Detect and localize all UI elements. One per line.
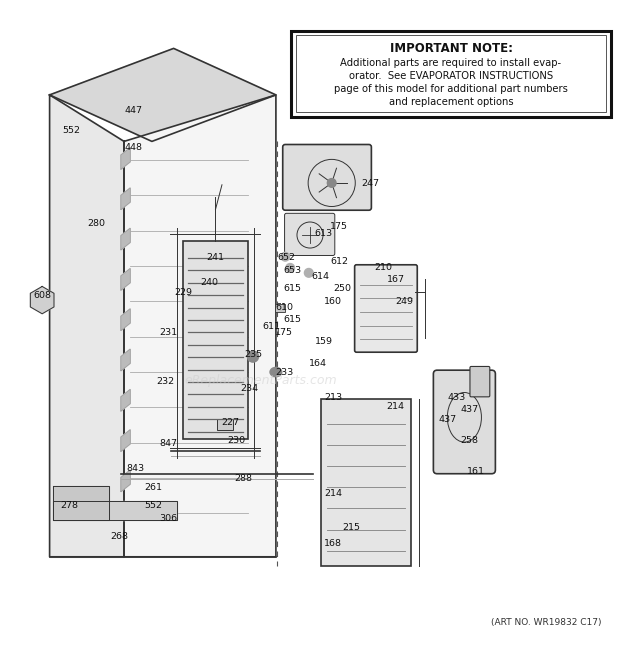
Text: 611: 611: [262, 322, 281, 330]
Text: 615: 615: [283, 315, 302, 324]
Text: 552: 552: [144, 501, 163, 510]
Text: 247: 247: [361, 179, 379, 188]
Text: 250: 250: [333, 284, 352, 293]
Text: 433: 433: [448, 393, 466, 402]
Text: 160: 160: [324, 297, 342, 306]
Text: 232: 232: [156, 377, 174, 387]
Text: Additional parts are required to install evap-
orator.  See EVAPORATOR INSTRUCTI: Additional parts are required to install…: [334, 58, 568, 108]
Bar: [183, 241, 248, 439]
Polygon shape: [121, 349, 130, 371]
Text: (ART NO. WR19832 C17): (ART NO. WR19832 C17): [491, 618, 601, 627]
Polygon shape: [53, 485, 108, 520]
Bar: [321, 399, 411, 566]
Text: 164: 164: [308, 359, 327, 368]
Text: 214: 214: [386, 403, 405, 411]
Text: 278: 278: [60, 502, 79, 510]
Text: 215: 215: [342, 523, 361, 532]
Text: 653: 653: [283, 266, 302, 275]
Text: 280: 280: [87, 219, 105, 228]
Polygon shape: [121, 389, 130, 411]
Circle shape: [286, 264, 294, 272]
Polygon shape: [53, 501, 177, 520]
Text: 843: 843: [126, 464, 144, 473]
Text: 234: 234: [240, 383, 259, 393]
Text: 613: 613: [314, 229, 333, 238]
Text: eReplacementParts.com: eReplacementParts.com: [184, 373, 337, 387]
Text: 235: 235: [244, 350, 262, 358]
Polygon shape: [121, 430, 130, 451]
FancyBboxPatch shape: [285, 214, 335, 256]
Text: 847: 847: [159, 440, 178, 448]
Text: 258: 258: [460, 436, 479, 446]
Text: 610: 610: [275, 303, 293, 312]
Polygon shape: [121, 309, 130, 330]
Text: 231: 231: [159, 328, 178, 337]
Text: 614: 614: [311, 272, 330, 281]
Text: 229: 229: [174, 288, 193, 297]
FancyBboxPatch shape: [291, 31, 611, 116]
FancyBboxPatch shape: [433, 370, 495, 474]
Polygon shape: [121, 147, 130, 169]
Text: 437: 437: [438, 414, 457, 424]
Text: 249: 249: [395, 297, 414, 306]
Bar: [217, 418, 232, 430]
FancyBboxPatch shape: [355, 265, 417, 352]
Text: 161: 161: [466, 467, 485, 477]
Text: 447: 447: [124, 106, 143, 115]
Text: 268: 268: [110, 533, 128, 541]
Polygon shape: [124, 95, 276, 557]
Circle shape: [327, 178, 336, 187]
Text: 652: 652: [277, 253, 296, 262]
Text: 288: 288: [234, 473, 252, 483]
Text: 552: 552: [62, 126, 81, 136]
Text: IMPORTANT NOTE:: IMPORTANT NOTE:: [389, 42, 513, 56]
Text: 227: 227: [221, 418, 240, 427]
Text: 241: 241: [206, 253, 225, 262]
Polygon shape: [121, 188, 130, 210]
Text: 240: 240: [200, 278, 219, 287]
Text: 213: 213: [324, 393, 342, 402]
Ellipse shape: [270, 368, 281, 377]
Text: 261: 261: [144, 483, 163, 492]
Text: 233: 233: [275, 368, 293, 377]
Text: 210: 210: [374, 263, 392, 272]
Polygon shape: [121, 470, 130, 492]
Polygon shape: [121, 268, 130, 290]
Bar: [275, 304, 285, 312]
Polygon shape: [50, 95, 124, 557]
Polygon shape: [30, 286, 54, 314]
Text: 437: 437: [460, 405, 479, 414]
Circle shape: [304, 268, 313, 277]
Polygon shape: [50, 48, 276, 141]
Text: 230: 230: [228, 436, 246, 446]
Text: 306: 306: [159, 514, 178, 523]
Text: 167: 167: [386, 275, 405, 284]
FancyBboxPatch shape: [470, 366, 490, 397]
Text: 608: 608: [33, 292, 51, 300]
Text: 175: 175: [330, 223, 348, 231]
Text: 612: 612: [330, 256, 348, 266]
Text: 448: 448: [124, 143, 143, 152]
Circle shape: [281, 253, 290, 261]
Text: 214: 214: [324, 489, 342, 498]
Text: 175: 175: [275, 328, 293, 337]
FancyBboxPatch shape: [283, 145, 371, 210]
Text: 159: 159: [314, 337, 333, 346]
Text: 168: 168: [324, 539, 342, 548]
Text: 615: 615: [283, 284, 302, 293]
Polygon shape: [121, 228, 130, 250]
Circle shape: [247, 351, 259, 362]
